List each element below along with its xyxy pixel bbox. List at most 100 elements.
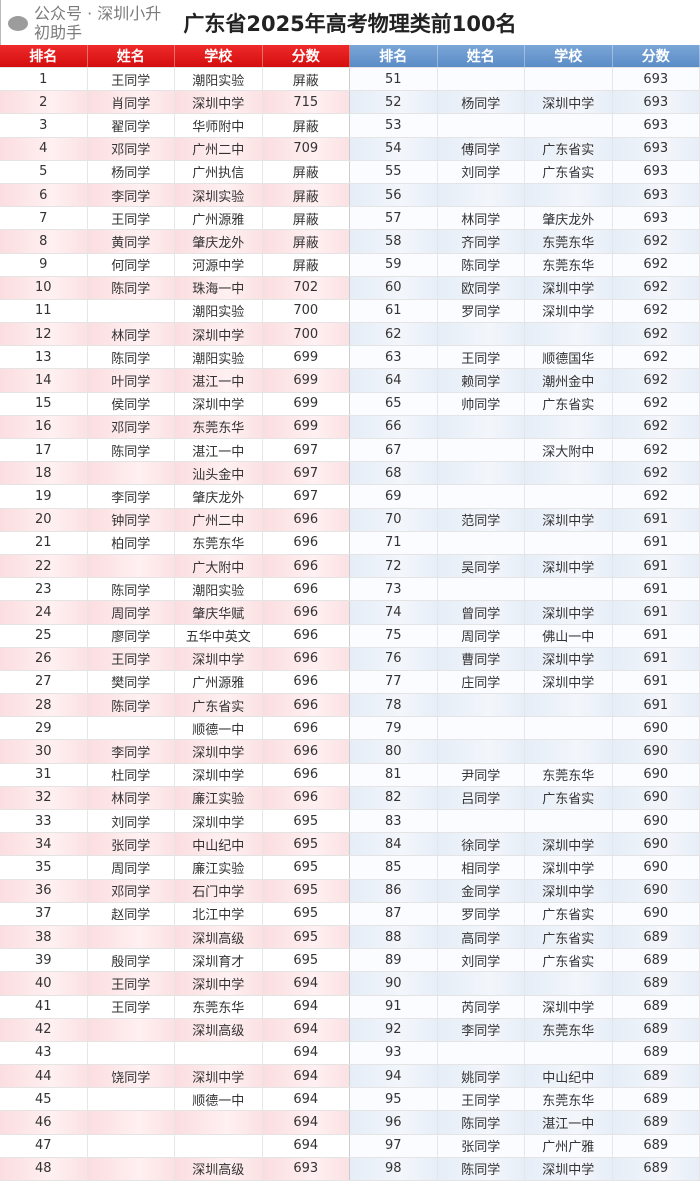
rank-cell: 14 — [0, 369, 88, 391]
score-cell: 696 — [263, 578, 351, 600]
name-cell: 李同学 — [88, 485, 176, 507]
school-cell — [525, 323, 613, 345]
school-cell — [525, 717, 613, 739]
rank-cell: 67 — [350, 439, 438, 461]
rank-cell: 55 — [350, 161, 438, 183]
rank-cell: 57 — [350, 207, 438, 229]
score-cell: 691 — [613, 694, 700, 716]
name-cell — [438, 972, 526, 994]
rank-cell: 92 — [350, 1019, 438, 1041]
name-cell: 林同学 — [88, 787, 176, 809]
rank-cell: 1 — [0, 68, 88, 90]
rank-cell: 61 — [350, 300, 438, 322]
school-cell — [525, 462, 613, 484]
name-cell — [438, 184, 526, 206]
rank-cell: 89 — [350, 949, 438, 971]
school-cell: 深圳高级 — [175, 1158, 263, 1180]
rank-cell: 58 — [350, 230, 438, 252]
score-cell: 693 — [613, 207, 700, 229]
name-cell: 柏同学 — [88, 532, 176, 554]
score-cell: 696 — [263, 694, 351, 716]
rank-cell: 30 — [0, 740, 88, 762]
rank-cell: 65 — [350, 393, 438, 415]
name-cell: 欧同学 — [438, 277, 526, 299]
score-cell: 690 — [613, 856, 700, 878]
score-cell: 689 — [613, 1019, 700, 1041]
name-cell: 张同学 — [438, 1135, 526, 1157]
name-cell: 陈同学 — [88, 277, 176, 299]
school-cell: 深圳中学 — [175, 740, 263, 762]
header-score-left: 分数 — [263, 45, 351, 67]
rank-cell: 11 — [0, 300, 88, 322]
rank-cell: 12 — [0, 323, 88, 345]
school-cell: 深圳中学 — [175, 323, 263, 345]
rank-cell: 98 — [350, 1158, 438, 1180]
name-cell: 殷同学 — [88, 949, 176, 971]
score-cell: 699 — [263, 416, 351, 438]
score-cell: 690 — [613, 740, 700, 762]
name-cell: 张同学 — [88, 833, 176, 855]
school-cell: 深圳中学 — [525, 91, 613, 113]
name-cell: 王同学 — [88, 68, 176, 90]
score-cell: 696 — [263, 625, 351, 647]
score-cell: 696 — [263, 740, 351, 762]
school-cell: 石门中学 — [175, 880, 263, 902]
school-cell: 深圳中学 — [525, 996, 613, 1018]
score-cell: 694 — [263, 996, 351, 1018]
rank-cell: 83 — [350, 810, 438, 832]
school-cell: 广大附中 — [175, 555, 263, 577]
name-cell — [88, 462, 176, 484]
rank-cell: 31 — [0, 764, 88, 786]
rank-cell: 27 — [0, 671, 88, 693]
name-cell: 高同学 — [438, 926, 526, 948]
name-cell — [438, 68, 526, 90]
name-cell — [88, 300, 176, 322]
score-cell: 699 — [263, 346, 351, 368]
name-cell: 尹同学 — [438, 764, 526, 786]
score-cell: 700 — [263, 300, 351, 322]
score-cell: 696 — [263, 764, 351, 786]
name-cell: 陈同学 — [438, 1111, 526, 1133]
header-school-right: 学校 — [525, 45, 613, 67]
rank-cell: 29 — [0, 717, 88, 739]
score-cell: 692 — [613, 346, 700, 368]
school-cell: 深圳中学 — [525, 300, 613, 322]
rank-cell: 17 — [0, 439, 88, 461]
name-cell — [438, 1042, 526, 1064]
name-cell: 陈同学 — [88, 346, 176, 368]
school-cell: 汕头金中 — [175, 462, 263, 484]
school-cell: 广东省实 — [525, 138, 613, 160]
rank-cell: 6 — [0, 184, 88, 206]
rank-cell: 48 — [0, 1158, 88, 1180]
name-cell: 刘同学 — [438, 949, 526, 971]
score-cell: 696 — [263, 509, 351, 531]
header-name-right: 姓名 — [438, 45, 526, 67]
score-cell: 694 — [263, 1088, 351, 1110]
rank-cell: 8 — [0, 230, 88, 252]
rank-cell: 78 — [350, 694, 438, 716]
score-cell: 屏蔽 — [263, 184, 351, 206]
score-cell: 691 — [613, 555, 700, 577]
rank-cell: 33 — [0, 810, 88, 832]
name-cell: 黄同学 — [88, 230, 176, 252]
watermark-text: 公众号 · 深圳小升初助手 — [34, 4, 164, 42]
school-cell: 深大附中 — [525, 439, 613, 461]
name-cell: 肖同学 — [88, 91, 176, 113]
school-cell: 深圳中学 — [525, 648, 613, 670]
rank-cell: 66 — [350, 416, 438, 438]
name-cell: 周同学 — [438, 625, 526, 647]
name-cell: 陈同学 — [88, 694, 176, 716]
score-cell: 屏蔽 — [263, 161, 351, 183]
score-cell: 695 — [263, 880, 351, 902]
score-cell: 694 — [263, 972, 351, 994]
score-cell: 696 — [263, 648, 351, 670]
name-cell — [438, 114, 526, 136]
